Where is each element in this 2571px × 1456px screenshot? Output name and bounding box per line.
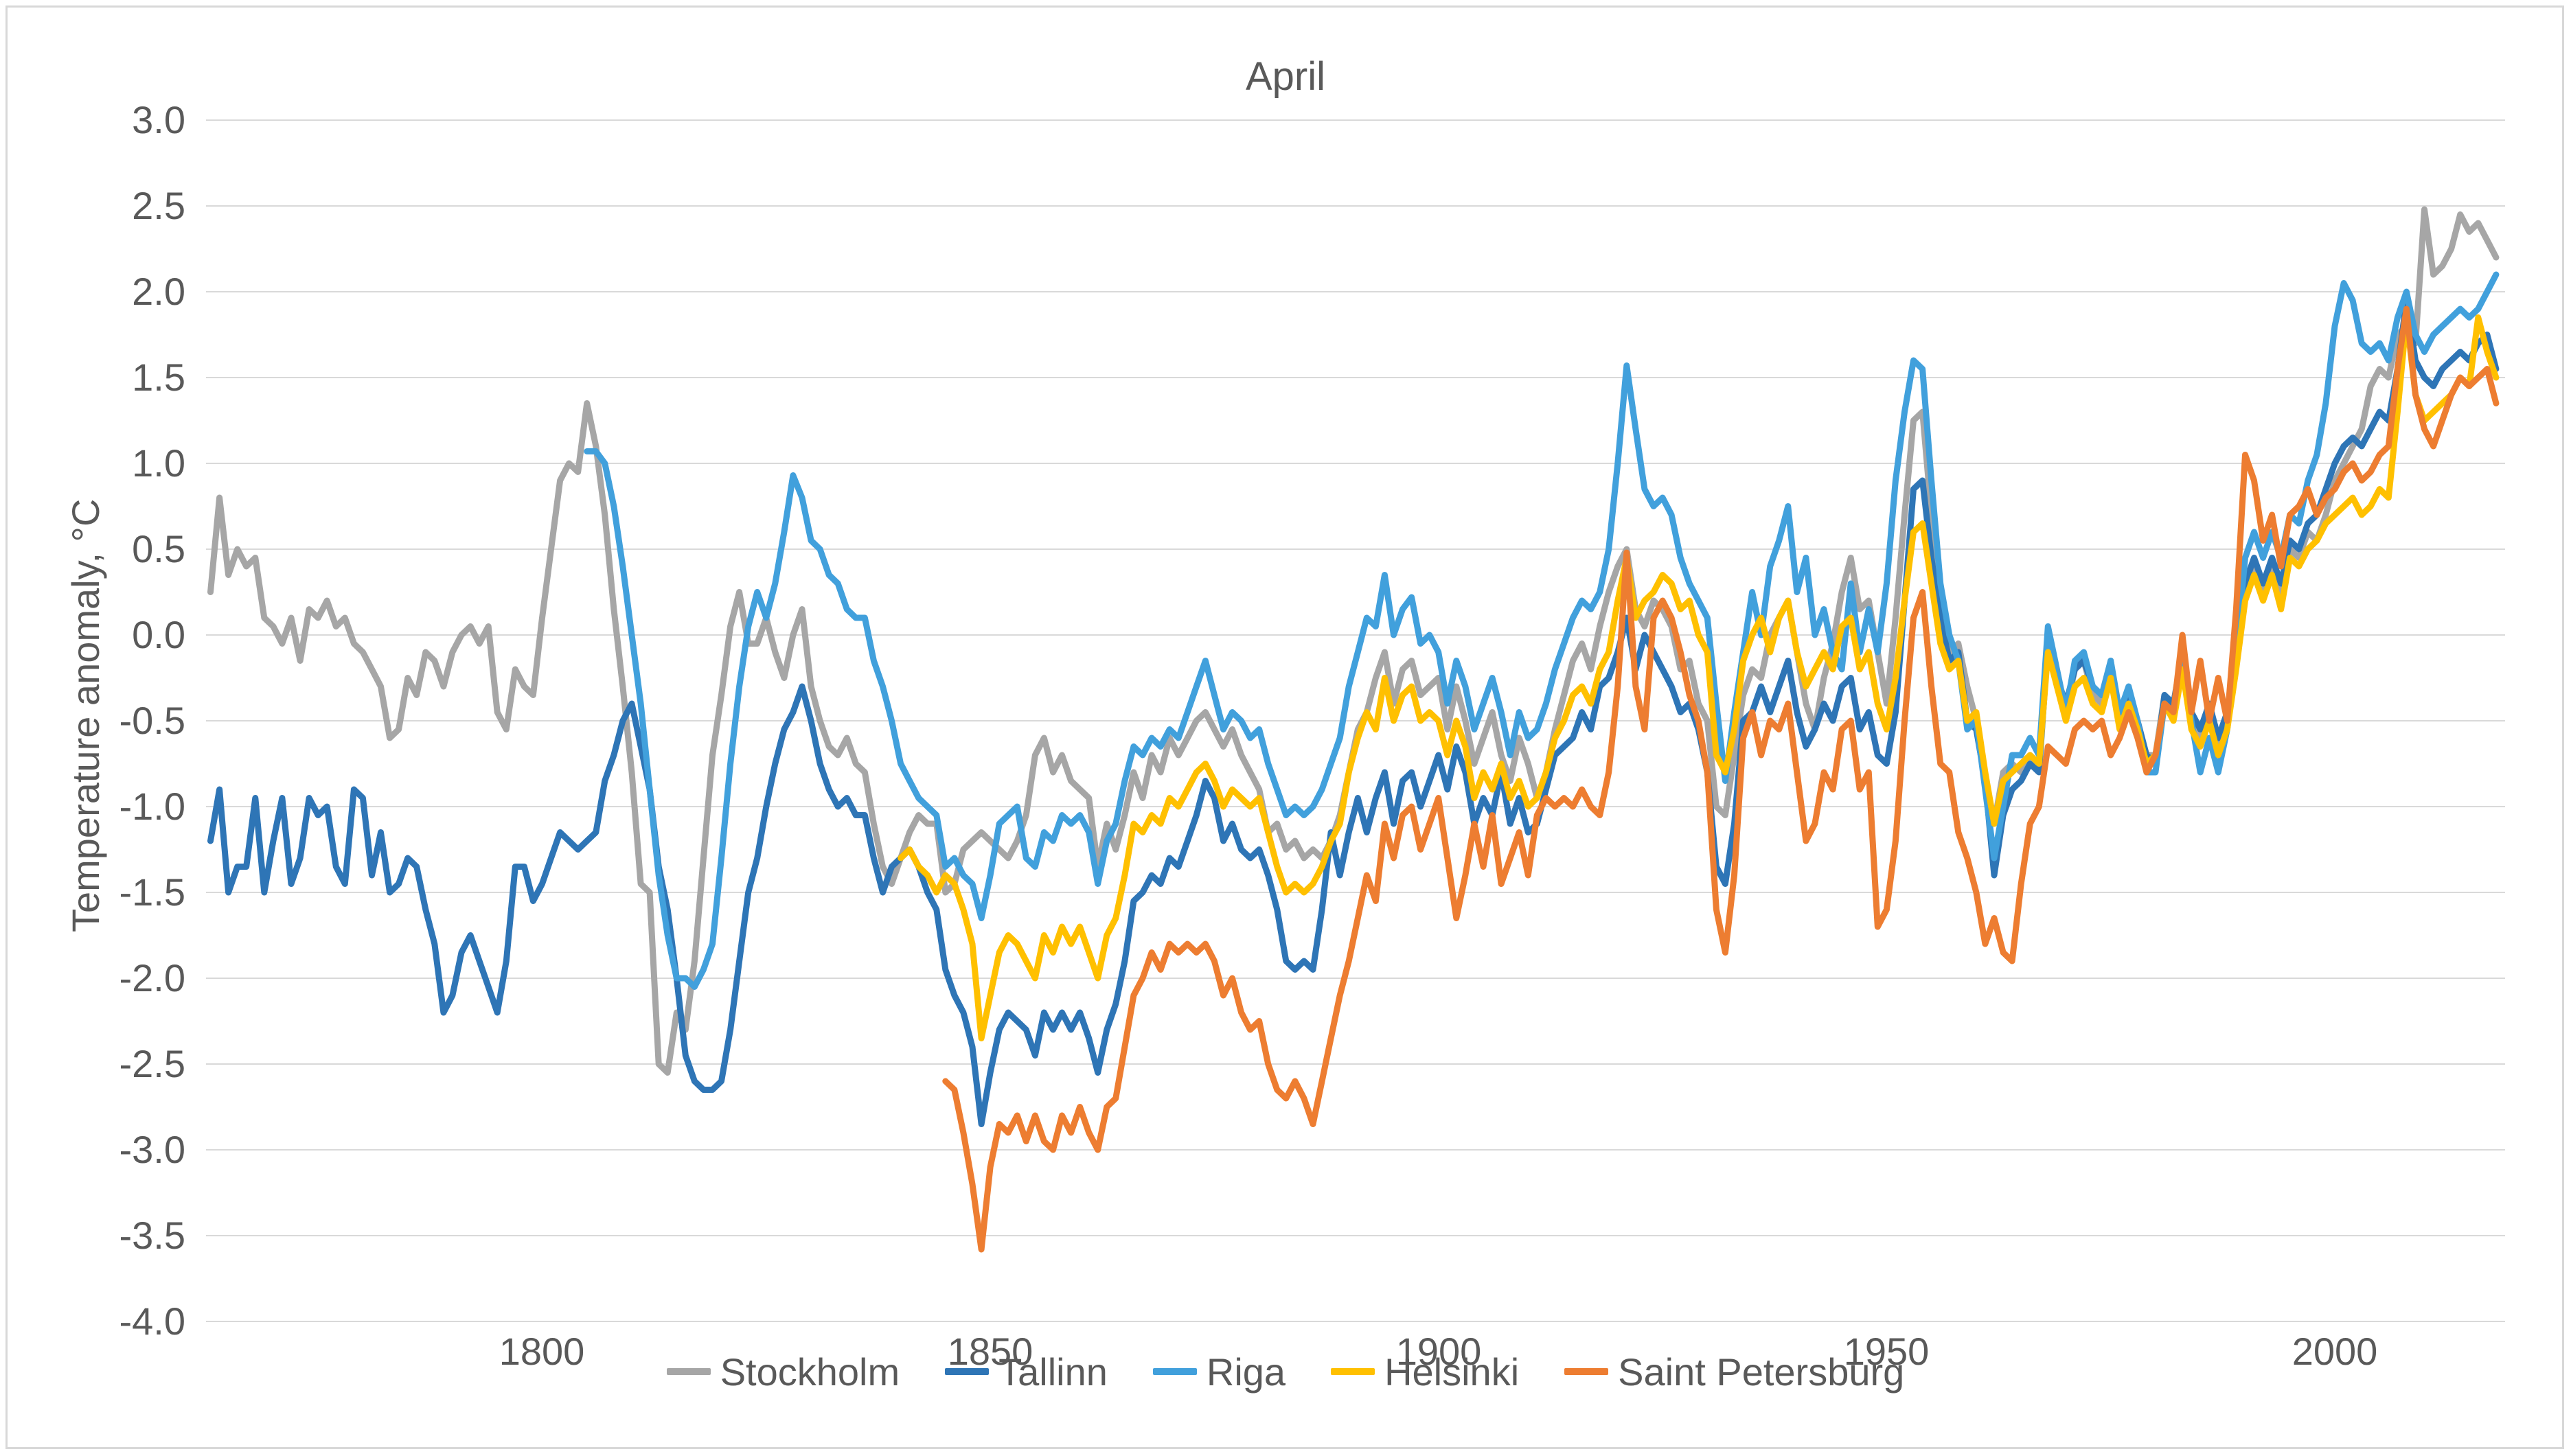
y-tick-label: -1.0	[119, 785, 186, 828]
y-tick-label: 1.0	[132, 441, 185, 485]
legend-line-swatch-icon	[945, 1368, 990, 1375]
x-tick-label: 1800	[499, 1330, 585, 1373]
legend-item-stockholm: Stockholm	[666, 1350, 900, 1394]
legend-line-swatch-icon	[1152, 1368, 1197, 1375]
y-tick-label: -2.5	[119, 1042, 186, 1085]
y-tick-label: 2.5	[132, 184, 185, 227]
legend-item-helsinki: Helsinki	[1331, 1350, 1519, 1394]
legend-label: Saint Petersburg	[1618, 1350, 1905, 1394]
x-tick-label: 2000	[2292, 1330, 2378, 1373]
legend-item-riga: Riga	[1152, 1350, 1286, 1394]
y-tick-label: -0.5	[119, 699, 186, 742]
x-tick-label: 1850	[947, 1330, 1033, 1373]
legend-label: Riga	[1206, 1350, 1286, 1394]
gridlines	[206, 119, 2505, 1322]
series-line-riga	[584, 271, 2500, 990]
y-tick-label: 1.5	[132, 356, 185, 399]
legend-item-tallinn: Tallinn	[945, 1350, 1108, 1394]
legend-line-swatch-icon	[1331, 1368, 1375, 1375]
legend-line-swatch-icon	[1564, 1368, 1609, 1375]
series-line-helsinki	[898, 314, 2500, 1041]
y-tick-label: 0.5	[132, 527, 185, 570]
y-tick-label: -1.5	[119, 870, 186, 914]
y-tick-label: -3.0	[119, 1128, 186, 1171]
y-tick-label: -4.0	[119, 1299, 186, 1343]
y-tick-label: 2.0	[132, 270, 185, 313]
legend: Stockholm Tallinn Riga Helsinki Saint Peters…	[0, 1343, 2571, 1400]
y-tick-label: -3.5	[119, 1214, 186, 1257]
series-line-tallinn	[207, 297, 2500, 1127]
series-line-saint-petersburg	[942, 305, 2500, 1253]
legend-line-swatch-icon	[666, 1368, 711, 1375]
chart-title: April	[1245, 54, 1326, 99]
legend-label: Tallinn	[998, 1350, 1108, 1394]
y-tick-label: 3.0	[132, 98, 185, 141]
x-tick-label: 1900	[1395, 1330, 1482, 1373]
legend-item-saint-petersburg: Saint Petersburg	[1564, 1350, 1904, 1394]
y-tick-label: 0.0	[132, 613, 185, 656]
y-tick-label: -2.0	[119, 956, 186, 999]
legend-label: Helsinki	[1384, 1350, 1520, 1394]
x-tick-label: 1950	[1843, 1330, 1930, 1373]
legend-label: Stockholm	[720, 1350, 900, 1394]
